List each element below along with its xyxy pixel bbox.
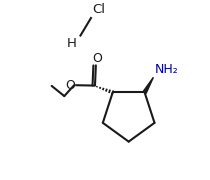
Text: O: O (92, 51, 102, 64)
Text: H: H (67, 37, 77, 50)
Polygon shape (143, 77, 154, 93)
Text: Cl: Cl (93, 3, 106, 16)
Text: NH₂: NH₂ (155, 63, 179, 76)
Text: O: O (66, 79, 75, 92)
